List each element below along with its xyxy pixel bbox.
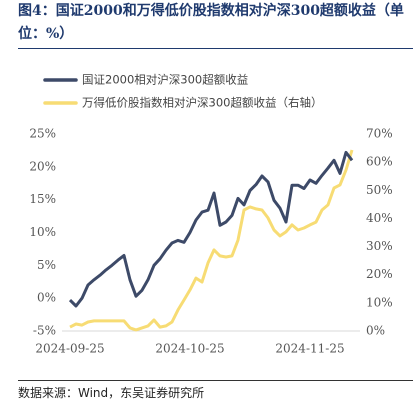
y-tick-label: 10% (29, 225, 56, 239)
line-series (69, 149, 354, 332)
y2-tick-label: 50% (366, 183, 393, 197)
y2-tick-label: 10% (366, 295, 393, 309)
y2-tick-label: 0% (366, 324, 385, 338)
y-tick-label: 5% (37, 258, 56, 272)
y-tick-label: -5% (33, 324, 56, 338)
x-tick-label: 2024-11-25 (275, 342, 344, 356)
y-tick-label: 25% (29, 127, 56, 141)
y-tick-label: 15% (29, 192, 56, 206)
source-note: 数据来源：Wind，东吴证券研究所 (18, 380, 413, 401)
legend-label: 万得低价股指数相对沪深300超额收益（右轴） (82, 96, 322, 110)
y2-tick-label: 30% (366, 239, 393, 253)
chart: -5% 0% 5% 10% 15% 20% 25% 0% 10% 20% 30% 40% 50% 60% 7… (29, 73, 393, 356)
line-series (68, 150, 354, 308)
y2-tick-label: 20% (366, 267, 393, 281)
y2-tick-label: 40% (366, 211, 393, 225)
y-tick-label: 0% (37, 291, 56, 305)
y-tick-label: 20% (29, 159, 56, 173)
legend-label: 国证2000相对沪深300超额收益 (82, 73, 248, 87)
x-tick-label: 2024-09-25 (35, 342, 104, 356)
y2-tick-label: 60% (366, 155, 393, 169)
chart-title: 图4：国证2000和万得低价股指数相对沪深300超额收益（单位：%） (18, 0, 413, 49)
y2-tick-label: 70% (366, 127, 393, 141)
x-tick-label: 2024-10-25 (155, 342, 224, 356)
